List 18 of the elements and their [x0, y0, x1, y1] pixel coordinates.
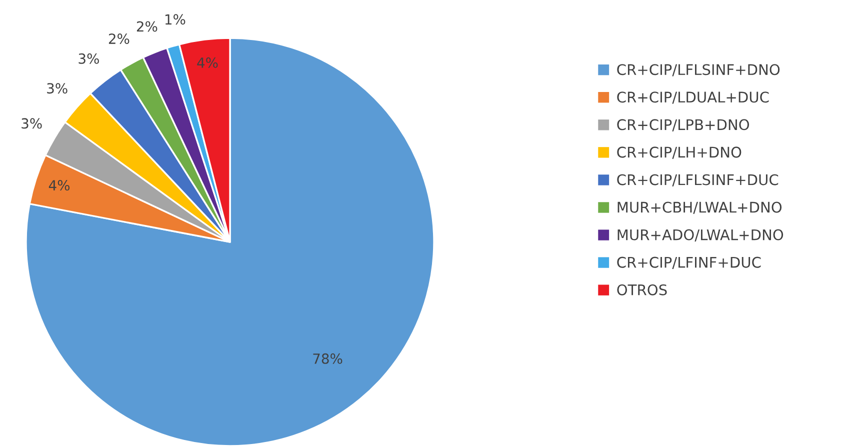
legend-label: CR+CIP/LFLSINF+DUC [617, 174, 778, 186]
data-label: 1% [165, 14, 186, 25]
data-label: 2% [108, 34, 130, 44]
legend-label: CR+CIP/LPB+DNO [617, 119, 750, 132]
data-label: 4% [197, 57, 218, 68]
data-label: 4% [48, 180, 70, 191]
legend-label: CR+CIP/LH+DNO [617, 146, 742, 159]
data-label: 2% [136, 21, 158, 32]
legend-label: MUR+ADO/LWAL+DNO [618, 229, 784, 242]
legend-label: MUR+CBH/LWAL+DNO [618, 202, 782, 214]
data-label: 3% [78, 53, 99, 64]
data-label: 3% [47, 83, 68, 94]
legend-label: CR+CIP/LFINF+DUC [617, 256, 761, 269]
data-label: 3% [22, 118, 42, 129]
legend-label: OTROS [617, 284, 667, 296]
legend-label: CR+CIP/LFLSINF+DNO [617, 64, 780, 76]
legend-label: CR+CIP/LDUAL+DUC [617, 92, 769, 104]
data-label: 78% [313, 353, 342, 364]
